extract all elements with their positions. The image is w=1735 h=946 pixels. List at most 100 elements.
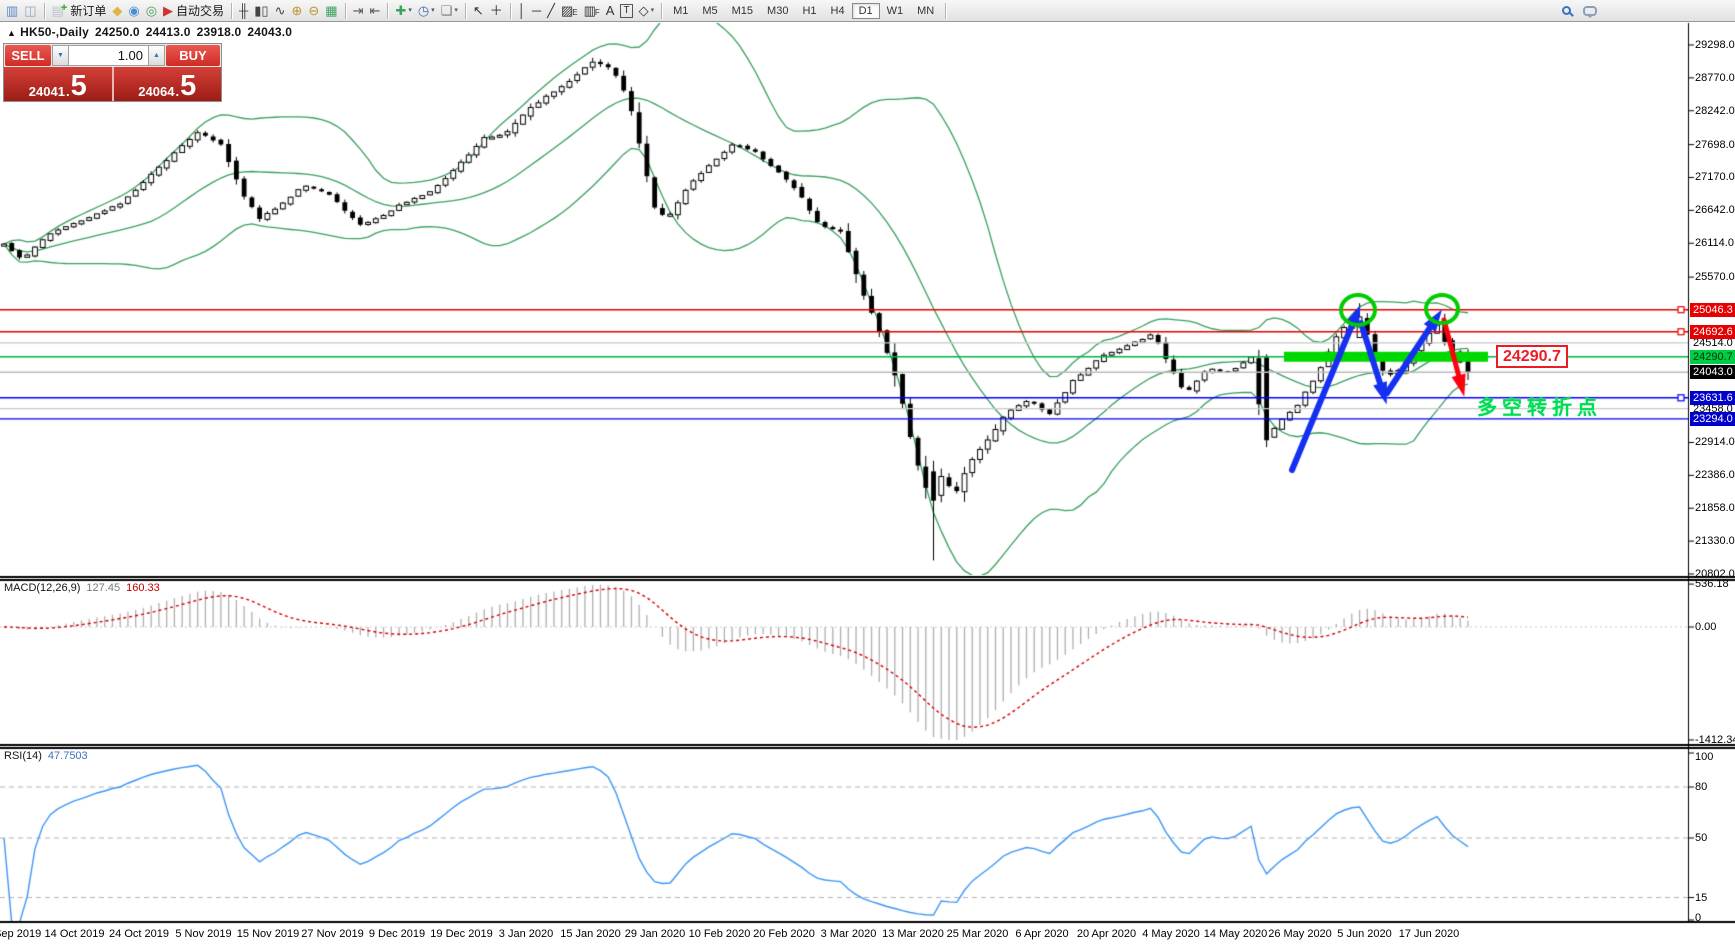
- candlestick-icon[interactable]: ▮▯: [254, 2, 269, 18]
- price-tick-label: 22914.0: [1695, 436, 1735, 449]
- date-label: 17 Jun 2020: [1398, 928, 1460, 940]
- toolbar-separator: [231, 2, 233, 19]
- rsi-tick-label: 0: [1695, 912, 1702, 924]
- line-chart-icon[interactable]: ∿: [274, 2, 286, 18]
- date-label: 10 Feb 2020: [688, 928, 751, 940]
- cursor-icon[interactable]: ↖: [472, 2, 484, 18]
- chart-shift-icon[interactable]: ⇤: [369, 2, 381, 18]
- sell-button[interactable]: SELL: [5, 45, 51, 66]
- zoom-out-icon[interactable]: ⊖: [308, 2, 320, 18]
- market-icon[interactable]: ◆: [112, 2, 123, 18]
- rsi-name: RSI(14): [4, 750, 42, 762]
- ask-price[interactable]: 24064 . 5: [113, 67, 221, 101]
- vertical-line-icon[interactable]: │: [517, 2, 526, 18]
- macd-signal-value: 160.33: [126, 582, 160, 594]
- timeframe-m1[interactable]: M1: [673, 4, 689, 17]
- macd-tick-label: 536.18: [1695, 578, 1729, 591]
- trendline-icon[interactable]: ╱: [547, 2, 555, 18]
- macd-main-value: 127.45: [86, 582, 121, 594]
- rsi-indicator-label: RSI(14) 47.7503: [4, 750, 88, 762]
- date-label: 14 Oct 2019: [44, 928, 105, 940]
- toolbar-separator: [661, 2, 663, 19]
- timeframe-m30[interactable]: M30: [767, 4, 789, 17]
- bar-chart-icon[interactable]: ╫: [239, 2, 249, 18]
- price-tick-label: 27698.0: [1695, 138, 1735, 151]
- horizontal-line-icon[interactable]: ─: [531, 2, 542, 18]
- pivot-price-label[interactable]: 24290.7: [1496, 345, 1568, 368]
- pivot-annotation-text[interactable]: 多空转折点: [1477, 397, 1602, 419]
- date-label: 26 May 2020: [1268, 928, 1332, 940]
- signals-icon[interactable]: ◎: [145, 2, 158, 18]
- rsi-tick-label: 80: [1695, 781, 1708, 793]
- community-icon[interactable]: ◉: [128, 2, 140, 18]
- new-order-icon[interactable]: ▤ + 新订单: [51, 1, 107, 18]
- rsi-tick-label: 100: [1695, 751, 1714, 763]
- buy-button[interactable]: BUY: [166, 45, 220, 66]
- toolbar-separator: [344, 2, 346, 19]
- price-tick-label: 27170.0: [1695, 171, 1735, 184]
- toolbar-separator: [509, 2, 511, 19]
- timeframe-d1[interactable]: D1: [851, 2, 880, 19]
- fibonacci-tool-icon[interactable]: ▥ F: [583, 2, 600, 18]
- date-label: 6 Apr 2020: [1015, 928, 1069, 940]
- volume-input[interactable]: 1.00: [69, 45, 148, 66]
- one-click-trade-panel: SELL ▼ 1.00 ▲ BUY 24041 . 5 24064 . 5: [3, 43, 222, 102]
- price-line-tag: 24043.0: [1690, 365, 1735, 380]
- timeframe-h1[interactable]: H1: [802, 4, 817, 17]
- symbol-period-label: HK50-,Daily: [20, 25, 90, 39]
- price-line-tag: 23631.6: [1690, 390, 1735, 405]
- profiles-icon[interactable]: ◫: [24, 2, 37, 18]
- date-label: 9 Dec 2019: [368, 928, 426, 940]
- new-chart-icon[interactable]: ▥: [6, 2, 19, 18]
- auto-scroll-icon[interactable]: ⇥: [352, 2, 364, 18]
- zoom-in-icon[interactable]: ⊕: [291, 2, 303, 18]
- chat-icon[interactable]: [1580, 2, 1600, 20]
- timeframe-m15[interactable]: M15: [731, 4, 754, 17]
- text-tool-icon[interactable]: A: [605, 2, 615, 18]
- chart-ohlc-header: ▲ HK50-,Daily 24250.0 24413.0 23918.0 24043.0: [7, 25, 298, 39]
- bid-big-digit: 5: [70, 70, 87, 102]
- periods-icon[interactable]: ◷ ▾: [417, 2, 435, 18]
- price-line-tag: 23294.0: [1690, 411, 1735, 426]
- macd-indicator-label: MACD(12,26,9) 127.45 160.33: [4, 582, 160, 594]
- channel-tool-icon[interactable]: ▨ E: [560, 2, 578, 18]
- timeframe-h4[interactable]: H4: [830, 4, 845, 17]
- price-tick-label: 26642.0: [1695, 204, 1735, 217]
- templates-icon[interactable]: ❏ ▾: [440, 2, 458, 18]
- date-label: 20 Feb 2020: [753, 928, 815, 940]
- macd-tick-label: 0.00: [1695, 621, 1717, 633]
- toolbar: ▥ ◫ ▤ + 新订单 ◆ ◉ ◎ ▶ 自动交易 ╫ ▮▯ ∿ ⊕ ⊖ ▦ ⇥ ⇤ ✚ ▾ ◷ ▾ ❏ ▾ ↖ ＋ │ ─ ╱ ▨ E ▥ F A…: [0, 0, 1735, 22]
- timeframe-w1[interactable]: W1: [886, 4, 904, 17]
- collapse-panel-icon[interactable]: ▲: [7, 28, 17, 38]
- timeframe-m5[interactable]: M5: [702, 4, 718, 17]
- rsi-tick-label: 15: [1695, 891, 1708, 904]
- low-value: 23918.0: [196, 25, 242, 39]
- date-label: 13 Mar 2020: [882, 928, 944, 940]
- price-tick-label: 28242.0: [1695, 104, 1735, 117]
- autotrading-icon[interactable]: ▶ 自动交易: [163, 2, 225, 18]
- date-label: 24 Oct 2019: [109, 928, 169, 940]
- date-label: 4 May 2020: [1142, 928, 1200, 940]
- price-tick-label: 21330.0: [1695, 535, 1735, 548]
- date-label: 5 Jun 2020: [1337, 928, 1392, 940]
- price-tick-label: 25570.0: [1695, 271, 1735, 284]
- indicators-icon[interactable]: ✚ ▾: [395, 2, 412, 18]
- crosshair-icon[interactable]: ＋: [489, 2, 503, 18]
- search-icon[interactable]: [1559, 2, 1574, 20]
- volume-increase-button[interactable]: ▲: [148, 45, 165, 66]
- date-label: 30 Sep 2019: [0, 928, 42, 940]
- volume-decrease-button[interactable]: ▼: [52, 45, 69, 66]
- timeframe-mn[interactable]: MN: [917, 4, 935, 17]
- open-value: 24250.0: [95, 25, 140, 39]
- price-line-tag: 24290.7: [1690, 349, 1735, 364]
- tile-windows-icon[interactable]: ▦: [325, 2, 338, 18]
- bid-price[interactable]: 24041 . 5: [4, 67, 112, 101]
- date-label: 3 Jan 2020: [498, 928, 554, 940]
- text-label-icon[interactable]: T: [617, 2, 635, 20]
- shapes-icon[interactable]: ◇ ▾: [638, 2, 655, 18]
- date-label: 14 May 2020: [1203, 928, 1268, 940]
- date-label: 5 Nov 2019: [175, 928, 232, 940]
- close-value: 24043.0: [247, 25, 293, 39]
